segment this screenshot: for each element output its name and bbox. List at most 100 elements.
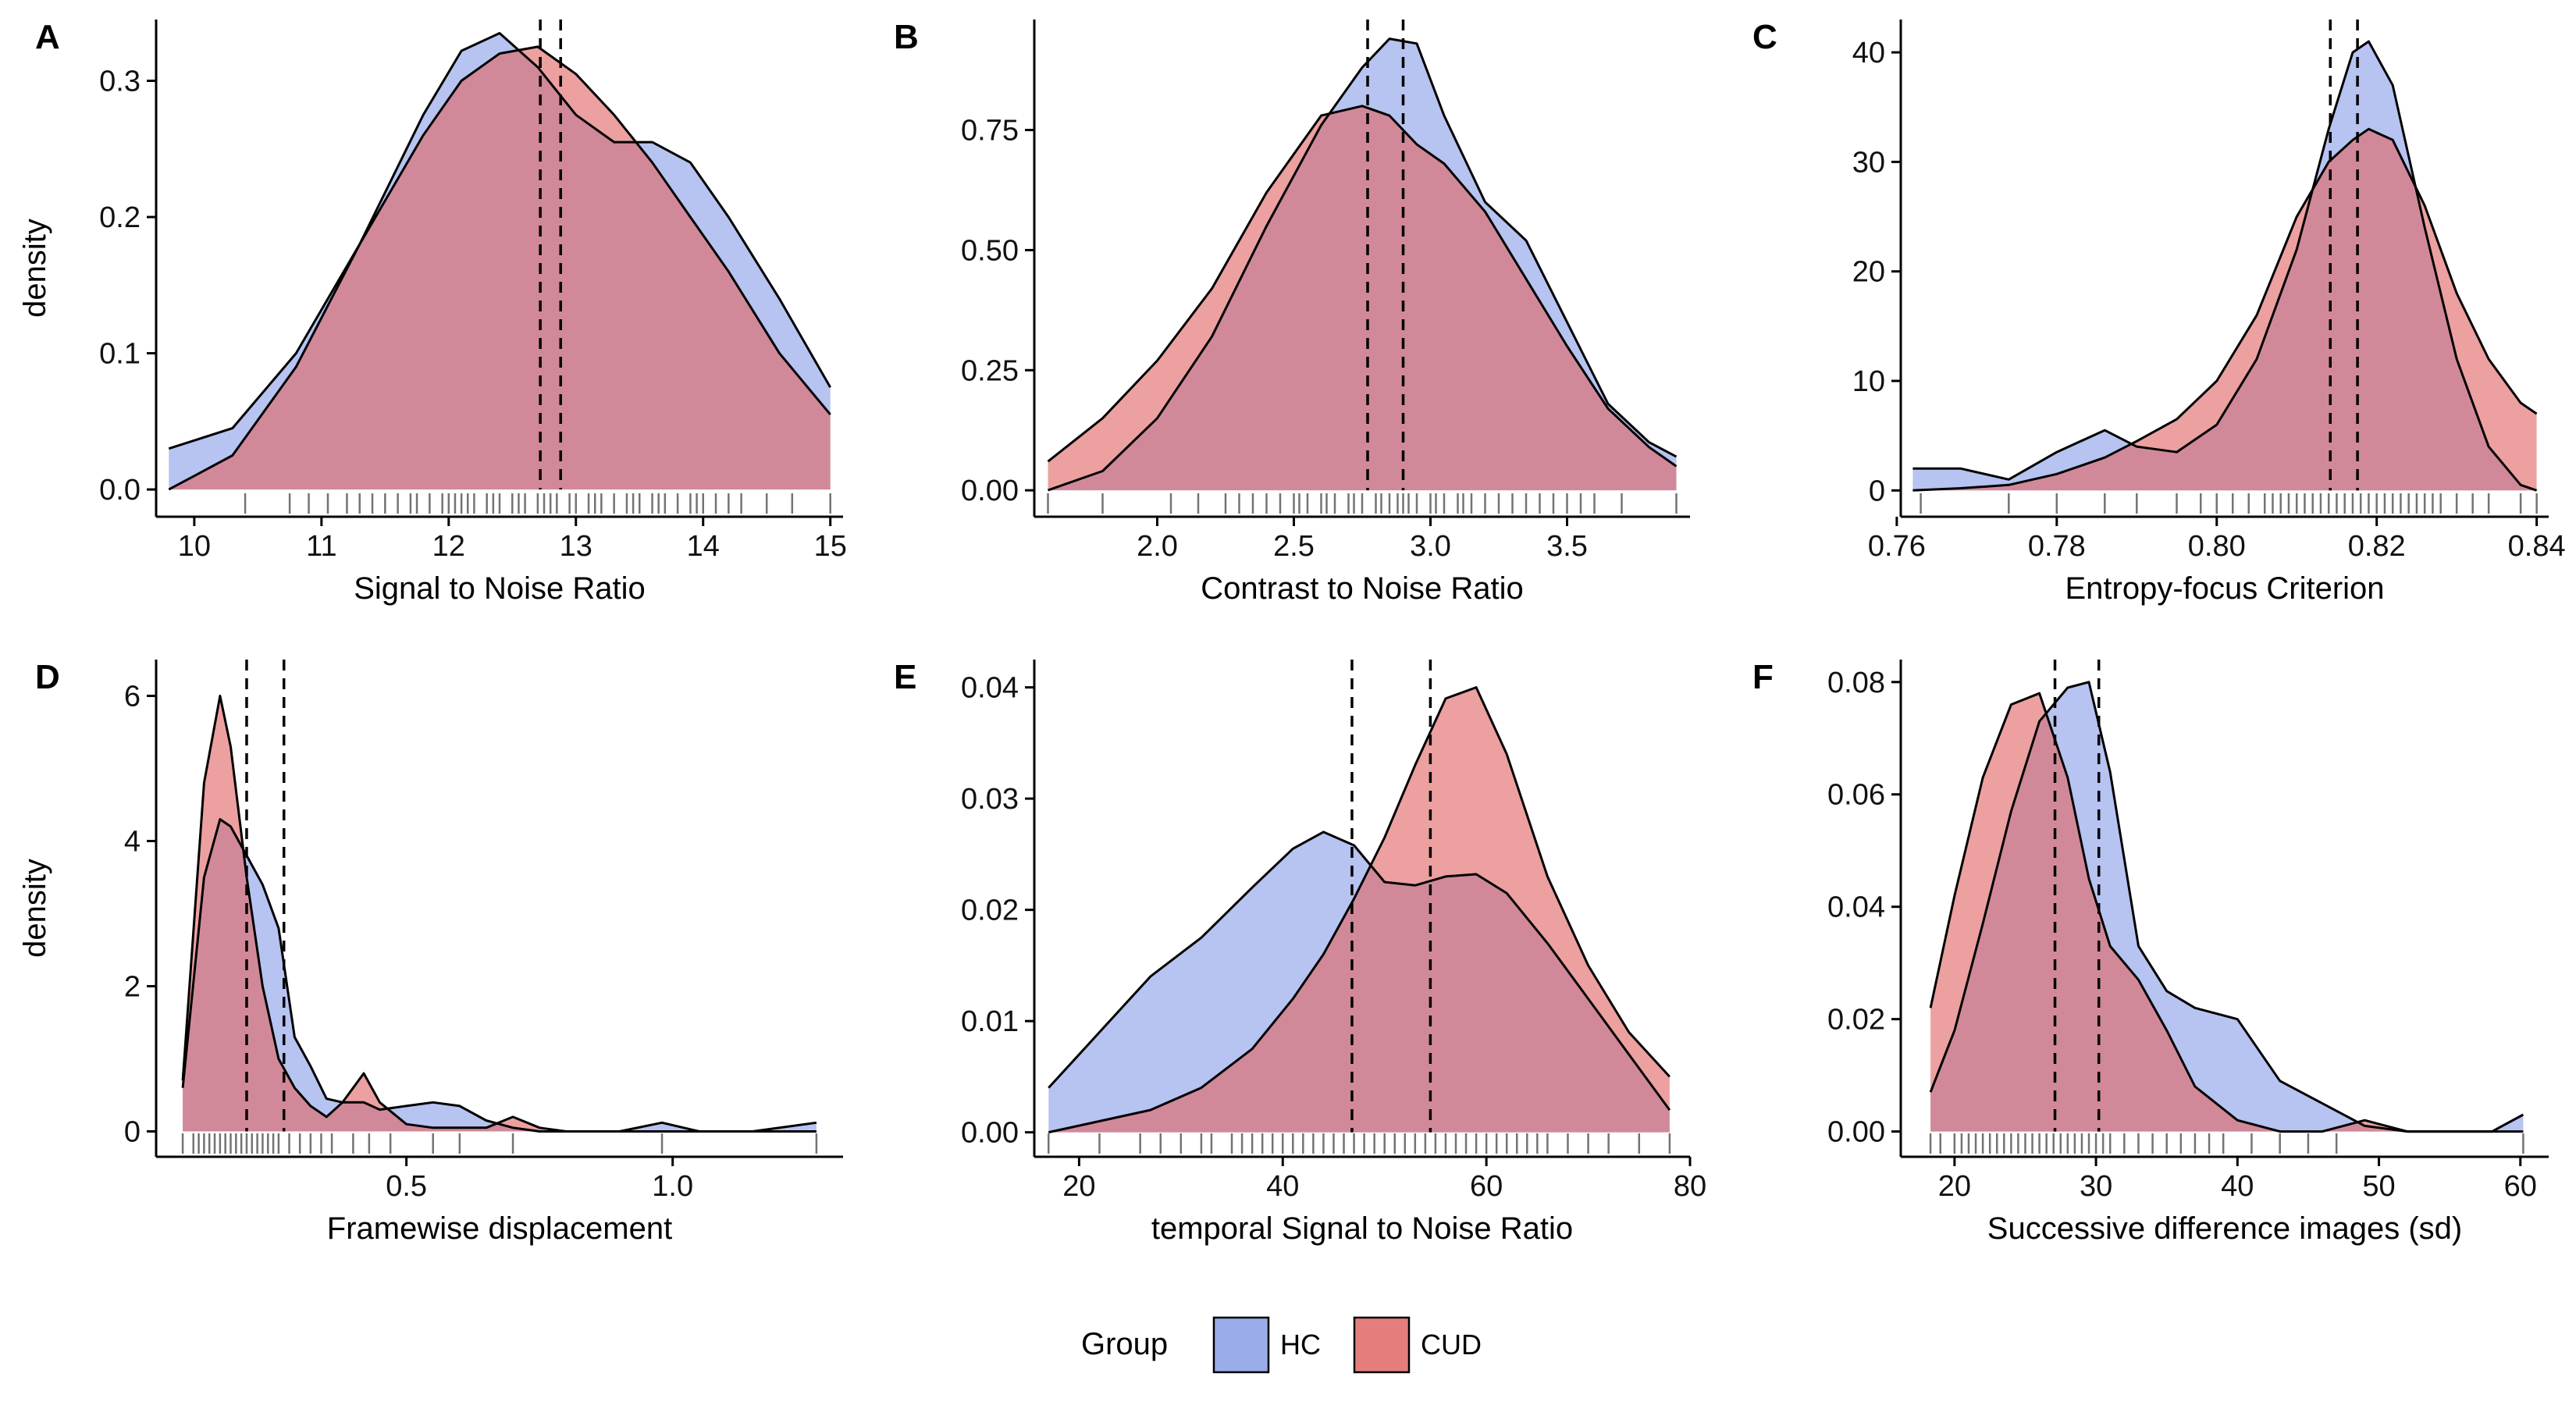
x-axis-label: Signal to Noise Ratio (354, 571, 646, 606)
x-axis-label: Framewise displacement (327, 1211, 672, 1246)
y-tick-label: 0.75 (961, 115, 1019, 148)
x-tick-label: 3.5 (1546, 530, 1588, 563)
y-tick-label: 0.01 (961, 1005, 1019, 1038)
legend-item-cud: CUD (1353, 1316, 1482, 1374)
x-tick-label: 60 (2504, 1170, 2537, 1203)
density-area-cud (183, 695, 817, 1132)
y-tick-label: 0.08 (1827, 667, 1885, 699)
panel-f: 20 30 40 50 60 0.00 0.02 0.04 0.06 0.08 Successive… (1752, 658, 2549, 1246)
x-tick-label: 2.0 (1137, 530, 1178, 563)
x-tick-label: 3.0 (1410, 530, 1451, 563)
x-tick-label: 11 (306, 530, 336, 563)
x-tick-label: 30 (2080, 1170, 2112, 1203)
density-line-cud (181, 695, 817, 1133)
rug (1920, 493, 2538, 514)
x-tick-label: 15 (814, 530, 847, 563)
y-tick-label: 0.1 (99, 338, 141, 371)
density-line-cud (168, 45, 831, 491)
y-tick-label: 0.25 (961, 354, 1019, 387)
density-area-cud (1912, 129, 2537, 491)
y-tick-label: 0 (1869, 475, 1885, 507)
x-tick-label: 40 (1266, 1170, 1299, 1203)
y-tick-label: 0.06 (1827, 779, 1885, 812)
legend-swatch-cud (1353, 1316, 1411, 1374)
rug (244, 493, 831, 514)
rug (1929, 1133, 2524, 1154)
y-tick-label: 0.00 (1827, 1116, 1885, 1149)
density-line-hc (1912, 40, 2538, 492)
y-tick-label: 0.02 (1827, 1004, 1885, 1037)
panel-letter: A (35, 18, 60, 56)
y-tick-label: 40 (1852, 37, 1885, 69)
x-tick-label: 20 (1938, 1170, 1971, 1203)
x-axis-label: Contrast to Noise Ratio (1201, 571, 1524, 606)
x-tick-label: 20 (1062, 1170, 1095, 1203)
y-tick-label: 0.0 (99, 474, 141, 507)
x-tick-label: 14 (687, 530, 720, 563)
x-tick-label: 0.80 (2188, 530, 2246, 563)
density-area-cud (1930, 693, 2524, 1132)
y-axis-label: density (18, 859, 52, 958)
y-tick-label: 0 (124, 1115, 141, 1148)
legend-title: Group (1081, 1327, 1168, 1361)
panel-letter: F (1752, 658, 1774, 696)
y-tick-label: 0.50 (961, 234, 1019, 267)
density-area-cud (1048, 687, 1670, 1133)
panel-d: 0.5 1.0 0 2 4 6 Framewise displacement density D (18, 658, 843, 1246)
density-line-cud (1048, 686, 1671, 1134)
y-tick-label: 0.3 (99, 66, 141, 98)
x-tick-label: 13 (560, 530, 592, 563)
x-tick-label: 0.76 (1868, 530, 1926, 563)
legend-swatch-hc (1212, 1316, 1270, 1374)
panels: 10 11 12 13 14 15 0.0 0.1 0.2 0.3 Signal to Noise … (18, 18, 2566, 1246)
legend-items: HC CUD (1212, 1316, 1482, 1374)
density-line-hc (168, 32, 832, 450)
y-tick-label: 4 (124, 825, 141, 858)
x-tick-label: 0.78 (2028, 530, 2086, 563)
y-tick-label: 2 (124, 970, 141, 1003)
x-tick-label: 12 (432, 530, 465, 563)
density-line-hc (1048, 831, 1671, 1111)
y-tick-label: 20 (1852, 256, 1885, 289)
legend-label: HC (1280, 1329, 1321, 1361)
panel-e: 20 40 60 80 0.00 0.01 0.02 0.03 0.04 temporal Sig… (894, 658, 1706, 1246)
y-tick-label: 0.2 (99, 201, 141, 234)
x-tick-label: 10 (178, 530, 211, 563)
density-area-cud (169, 46, 831, 490)
rug (1048, 1133, 1671, 1154)
y-tick-label: 30 (1852, 146, 1885, 179)
x-tick-label: 40 (2221, 1170, 2254, 1203)
x-tick-label: 1.0 (652, 1170, 693, 1203)
y-tick-label: 0.02 (961, 895, 1019, 927)
y-tick-label: 0.00 (961, 475, 1019, 507)
legend: Group HC CUD (1081, 1316, 1482, 1374)
panel-letter: E (894, 658, 916, 696)
x-tick-label: 80 (1674, 1170, 1706, 1203)
y-tick-label: 0.00 (961, 1117, 1019, 1150)
x-tick-label: 0.82 (2348, 530, 2406, 563)
panel-letter: B (894, 18, 919, 56)
density-area-cud (1048, 105, 1677, 491)
x-axis-label: Successive difference images (sd) (1987, 1211, 2462, 1246)
x-tick-label: 2.5 (1273, 530, 1315, 563)
density-line-cud (1929, 692, 2524, 1133)
x-axis-label: temporal Signal to Noise Ratio (1151, 1211, 1573, 1246)
y-tick-label: 0.04 (961, 672, 1019, 705)
rug (1047, 493, 1678, 514)
panel-a: 10 11 12 13 14 15 0.0 0.1 0.2 0.3 Signal to Noise … (18, 18, 847, 606)
panel-letter: D (35, 658, 60, 696)
y-tick-label: 0.03 (961, 783, 1019, 816)
density-line-cud (1047, 105, 1678, 468)
x-tick-label: 60 (1470, 1170, 1503, 1203)
panel-letter: C (1752, 18, 1777, 56)
y-axis-label: density (18, 219, 52, 318)
x-axis-label: Entropy-focus Criterion (2065, 571, 2384, 606)
y-tick-label: 6 (124, 680, 141, 713)
x-tick-label: 50 (2362, 1170, 2395, 1203)
y-tick-label: 10 (1852, 365, 1885, 398)
y-tick-label: 0.04 (1827, 891, 1885, 924)
legend-label: CUD (1421, 1329, 1482, 1361)
legend-item-hc: HC (1212, 1316, 1321, 1374)
density-line-cud (1912, 127, 2538, 492)
